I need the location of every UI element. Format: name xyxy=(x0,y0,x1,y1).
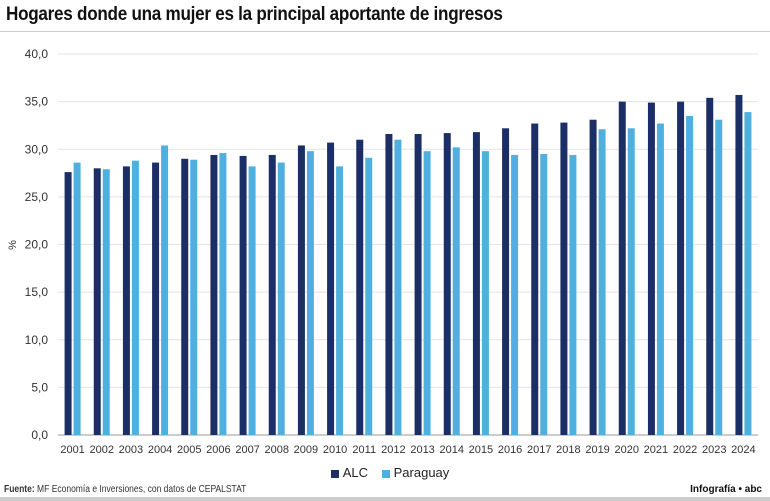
source-text: MF Economía e Inversiones, con datos de … xyxy=(37,484,247,495)
x-tick-label: 2023 xyxy=(702,444,726,456)
bar-paraguay-2018 xyxy=(569,154,577,435)
y-tick-label: 25,0 xyxy=(25,190,49,204)
source-label: Fuente: xyxy=(4,484,35,495)
chart-title: Hogares donde una mujer es la principal … xyxy=(6,4,503,25)
bar-alc-2023 xyxy=(706,97,714,435)
x-tick-label: 2016 xyxy=(498,444,522,456)
y-tick-label: 20,0 xyxy=(25,238,49,252)
x-tick-label: 2002 xyxy=(90,444,114,456)
x-tick-label: 2021 xyxy=(644,444,668,456)
bar-alc-2003 xyxy=(122,166,130,435)
bar-paraguay-2019 xyxy=(598,129,606,435)
bar-alc-2014 xyxy=(443,133,451,435)
x-tick-label: 2003 xyxy=(119,444,143,456)
x-tick-label: 2006 xyxy=(206,444,230,456)
y-tick-label: 15,0 xyxy=(25,285,49,299)
bar-paraguay-2024 xyxy=(744,112,752,435)
bar-alc-2017 xyxy=(531,123,539,435)
bar-paraguay-2013 xyxy=(423,151,431,435)
x-tick-label: 2007 xyxy=(235,444,259,456)
x-tick-label: 2012 xyxy=(381,444,405,456)
x-tick-label: 2019 xyxy=(585,444,609,456)
legend-label-alc: ALC xyxy=(342,465,368,480)
bar-paraguay-2017 xyxy=(540,154,548,435)
bar-paraguay-2016 xyxy=(511,154,519,435)
x-tick-label: 2020 xyxy=(615,444,639,456)
bar-alc-2004 xyxy=(152,162,160,435)
y-tick-label: 40,0 xyxy=(25,47,49,61)
bar-alc-2022 xyxy=(677,101,685,435)
bar-alc-2015 xyxy=(472,132,480,436)
bar-alc-2006 xyxy=(210,154,218,435)
x-tick-label: 2011 xyxy=(352,444,376,456)
bar-alc-2020 xyxy=(618,101,626,435)
bar-paraguay-2014 xyxy=(452,147,460,435)
y-tick-label: 10,0 xyxy=(25,333,49,347)
bar-paraguay-2002 xyxy=(102,169,110,435)
bar-alc-2010 xyxy=(327,142,335,435)
bar-paraguay-2008 xyxy=(277,162,285,435)
bar-alc-2019 xyxy=(589,119,597,435)
bar-paraguay-2023 xyxy=(715,119,723,435)
bar-paraguay-2012 xyxy=(394,139,402,435)
x-tick-label: 2008 xyxy=(265,444,289,456)
x-tick-label: 2022 xyxy=(673,444,697,456)
bar-alc-2001 xyxy=(64,172,72,436)
bar-alc-2018 xyxy=(560,122,568,435)
x-tick-label: 2013 xyxy=(410,444,434,456)
bar-paraguay-2020 xyxy=(627,128,635,436)
divider xyxy=(0,31,770,32)
bar-alc-2008 xyxy=(268,154,276,435)
x-tick-label: 2010 xyxy=(323,444,347,456)
bar-paraguay-2004 xyxy=(161,145,169,435)
bar-paraguay-2005 xyxy=(190,159,198,436)
bar-paraguay-2022 xyxy=(686,115,694,435)
x-tick-label: 2004 xyxy=(148,444,172,456)
bar-alc-2009 xyxy=(297,145,305,435)
x-tick-label: 2024 xyxy=(731,444,755,456)
y-tick-label: 30,0 xyxy=(25,142,49,156)
bar-paraguay-2001 xyxy=(73,162,81,435)
x-tick-label: 2014 xyxy=(440,444,464,456)
bottom-bar xyxy=(0,497,770,501)
bar-paraguay-2021 xyxy=(656,123,664,435)
bar-paraguay-2011 xyxy=(365,157,373,435)
x-tick-label: 2017 xyxy=(527,444,551,456)
bar-alc-2005 xyxy=(181,158,189,435)
x-tick-label: 2005 xyxy=(177,444,201,456)
bar-paraguay-2010 xyxy=(336,166,344,435)
credit: Infografía • abc xyxy=(690,484,762,495)
x-tick-label: 2015 xyxy=(469,444,493,456)
bar-alc-2024 xyxy=(735,94,743,436)
bar-paraguay-2007 xyxy=(248,166,256,435)
legend-label-paraguay: Paraguay xyxy=(393,465,450,480)
x-tick-label: 2018 xyxy=(556,444,580,456)
bar-alc-2021 xyxy=(647,102,655,435)
legend: ALC Paraguay xyxy=(0,465,770,480)
bar-alc-2002 xyxy=(93,168,101,436)
source-note: Fuente: MF Economía e Inversiones, con d… xyxy=(4,484,246,495)
y-tick-label: 35,0 xyxy=(25,95,49,109)
y-tick-label: 5,0 xyxy=(31,380,48,394)
bar-paraguay-2015 xyxy=(481,151,489,435)
bar-alc-2007 xyxy=(239,155,247,436)
bar-paraguay-2006 xyxy=(219,153,227,435)
y-axis-label: % xyxy=(7,240,19,250)
x-tick-label: 2001 xyxy=(60,444,84,456)
bar-paraguay-2009 xyxy=(306,151,314,435)
legend-swatch-paraguay xyxy=(381,469,390,478)
legend-swatch-alc xyxy=(330,469,339,478)
bar-alc-2016 xyxy=(502,128,510,436)
bar-alc-2011 xyxy=(356,139,364,435)
y-tick-label: 0,0 xyxy=(31,428,48,442)
bar-alc-2012 xyxy=(385,134,393,435)
bar-paraguay-2003 xyxy=(131,160,139,435)
bar-alc-2013 xyxy=(414,134,422,435)
x-tick-label: 2009 xyxy=(294,444,318,456)
